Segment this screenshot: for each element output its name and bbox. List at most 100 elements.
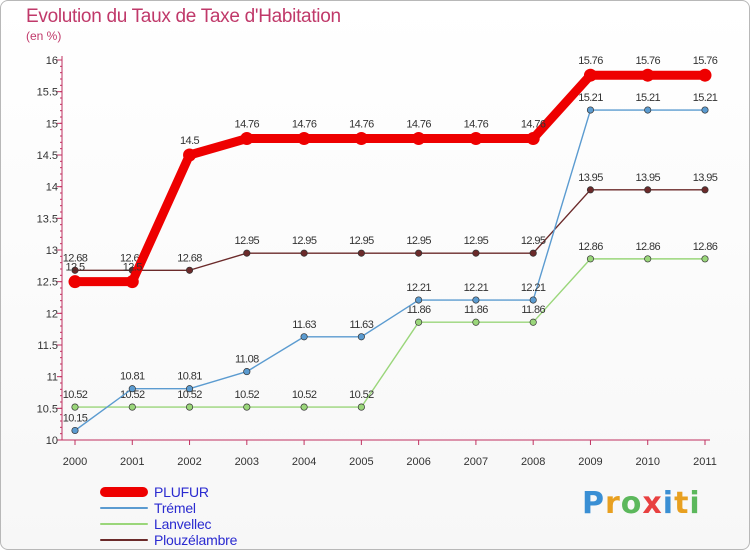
data-label-tr-mel: 15.21	[635, 92, 660, 104]
y-tick-label: 10.5	[37, 403, 58, 415]
data-label-plufur: 14.76	[521, 119, 546, 131]
y-tick-label: 13	[46, 245, 58, 257]
data-point-plufur	[240, 132, 254, 146]
y-tick-label: 12	[46, 308, 58, 320]
data-point-lanvellec	[300, 403, 308, 411]
data-point-plouz-lambre	[185, 266, 194, 274]
data-point-lanvellec	[529, 318, 537, 326]
data-label-lanvellec: 10.52	[120, 389, 145, 401]
data-label-lanvellec: 11.86	[464, 304, 488, 316]
data-point-plouz-lambre	[71, 266, 79, 274]
data-point-plufur	[583, 68, 597, 82]
logo-letter: x	[642, 486, 663, 521]
legend-item-tr-mel: Trémel	[100, 500, 237, 516]
data-label-lanvellec: 12.86	[693, 241, 718, 253]
data-label-lanvellec: 10.52	[235, 389, 260, 401]
data-label-tr-mel: 12.21	[521, 282, 546, 294]
legend-label-tr-mel: Trémel	[154, 499, 196, 516]
logo-letter: t	[674, 486, 690, 521]
unit-label: (en %)	[26, 29, 62, 43]
logo-letter: i	[689, 486, 701, 521]
data-label-plouz-lambre: 12.95	[235, 235, 260, 247]
data-label-tr-mel: 10.81	[177, 371, 202, 383]
data-point-tr-mel	[472, 296, 480, 304]
data-label-tr-mel: 15.21	[693, 92, 718, 104]
data-point-tr-mel	[128, 385, 136, 393]
logo-letter: r	[605, 486, 621, 521]
logo-letter: o	[620, 486, 643, 521]
data-point-plufur	[183, 148, 197, 162]
legend-swatch-plouz-lambre	[100, 539, 148, 541]
legend-label-plouz-lambre: Plouzélambre	[154, 531, 238, 548]
data-label-tr-mel: 11.63	[350, 319, 374, 331]
data-point-lanvellec	[243, 403, 251, 411]
data-point-plouz-lambre	[586, 186, 595, 194]
data-point-plouz-lambre	[701, 186, 709, 194]
legend-label-plufur: PLUFUR	[154, 483, 209, 500]
legend-item-plufur: PLUFUR	[100, 484, 237, 500]
data-label-lanvellec: 11.86	[521, 304, 545, 316]
y-tick-label: 10	[46, 435, 58, 447]
data-point-tr-mel	[300, 333, 308, 341]
data-point-lanvellec	[586, 255, 595, 263]
legend-item-plouz-lambre: Plouzélambre	[100, 532, 237, 548]
data-label-tr-mel: 12.21	[406, 282, 431, 294]
data-point-plufur	[125, 275, 139, 289]
x-tick-label: 2006	[406, 456, 430, 468]
data-label-plufur: 12.5	[65, 262, 84, 274]
data-label-plufur: 14.76	[464, 119, 489, 131]
data-point-plouz-lambre	[300, 249, 308, 257]
data-point-plouz-lambre	[644, 186, 652, 194]
y-tick-label: 15.5	[37, 87, 58, 99]
data-point-tr-mel	[701, 106, 709, 114]
legend-swatch-tr-mel	[100, 507, 148, 509]
data-label-tr-mel: 11.63	[292, 319, 316, 331]
data-point-plufur	[412, 132, 426, 146]
data-point-tr-mel	[415, 296, 423, 304]
data-point-lanvellec	[701, 255, 709, 263]
data-point-tr-mel	[644, 106, 652, 114]
data-label-plufur: 12.5	[123, 262, 142, 274]
data-label-plouz-lambre: 12.68	[177, 252, 202, 264]
series-line-plouz-lambre	[74, 189, 706, 271]
data-label-plouz-lambre: 12.95	[521, 235, 546, 247]
data-label-plufur: 14.76	[235, 119, 260, 131]
data-label-lanvellec: 10.52	[177, 389, 202, 401]
y-tick-label: 11.5	[37, 340, 58, 352]
data-point-plufur	[526, 132, 540, 146]
data-point-tr-mel	[71, 426, 79, 435]
data-point-plufur	[297, 132, 311, 146]
logo-letter: P	[582, 486, 605, 521]
x-tick-label: 2004	[292, 456, 316, 468]
data-point-plouz-lambre	[243, 249, 251, 257]
series-line-plufur	[70, 70, 710, 287]
data-point-plouz-lambre	[415, 249, 423, 257]
data-label-plouz-lambre: 12.95	[406, 235, 431, 247]
data-label-plufur: 15.76	[635, 55, 660, 67]
data-point-plufur	[641, 68, 655, 82]
x-tick-label: 2008	[521, 456, 545, 468]
data-point-lanvellec	[71, 403, 79, 411]
data-label-plufur: 14.76	[292, 119, 317, 131]
chart-title: Evolution du Taux de Taxe d'Habitation	[26, 6, 341, 27]
x-tick-label: 2000	[63, 456, 87, 468]
data-point-lanvellec	[415, 318, 423, 326]
data-label-lanvellec: 12.86	[578, 241, 603, 253]
data-label-lanvellec: 10.52	[349, 389, 374, 401]
y-tick-label: 14.5	[37, 150, 58, 162]
data-label-plouz-lambre: 12.95	[349, 235, 374, 247]
data-point-tr-mel	[243, 368, 251, 376]
data-label-lanvellec: 12.86	[635, 241, 660, 253]
data-point-plouz-lambre	[529, 249, 537, 257]
y-tick-label: 14	[46, 182, 58, 194]
data-label-tr-mel: 15.21	[578, 92, 603, 104]
data-label-lanvellec: 11.86	[407, 304, 431, 316]
data-point-plufur	[68, 275, 82, 289]
data-label-plufur: 14.5	[180, 135, 199, 147]
x-tick-label: 2009	[578, 456, 602, 468]
data-label-plufur: 15.76	[693, 55, 718, 67]
data-point-lanvellec	[472, 318, 480, 326]
legend-swatch-plufur	[100, 487, 148, 497]
data-point-plouz-lambre	[357, 249, 365, 257]
